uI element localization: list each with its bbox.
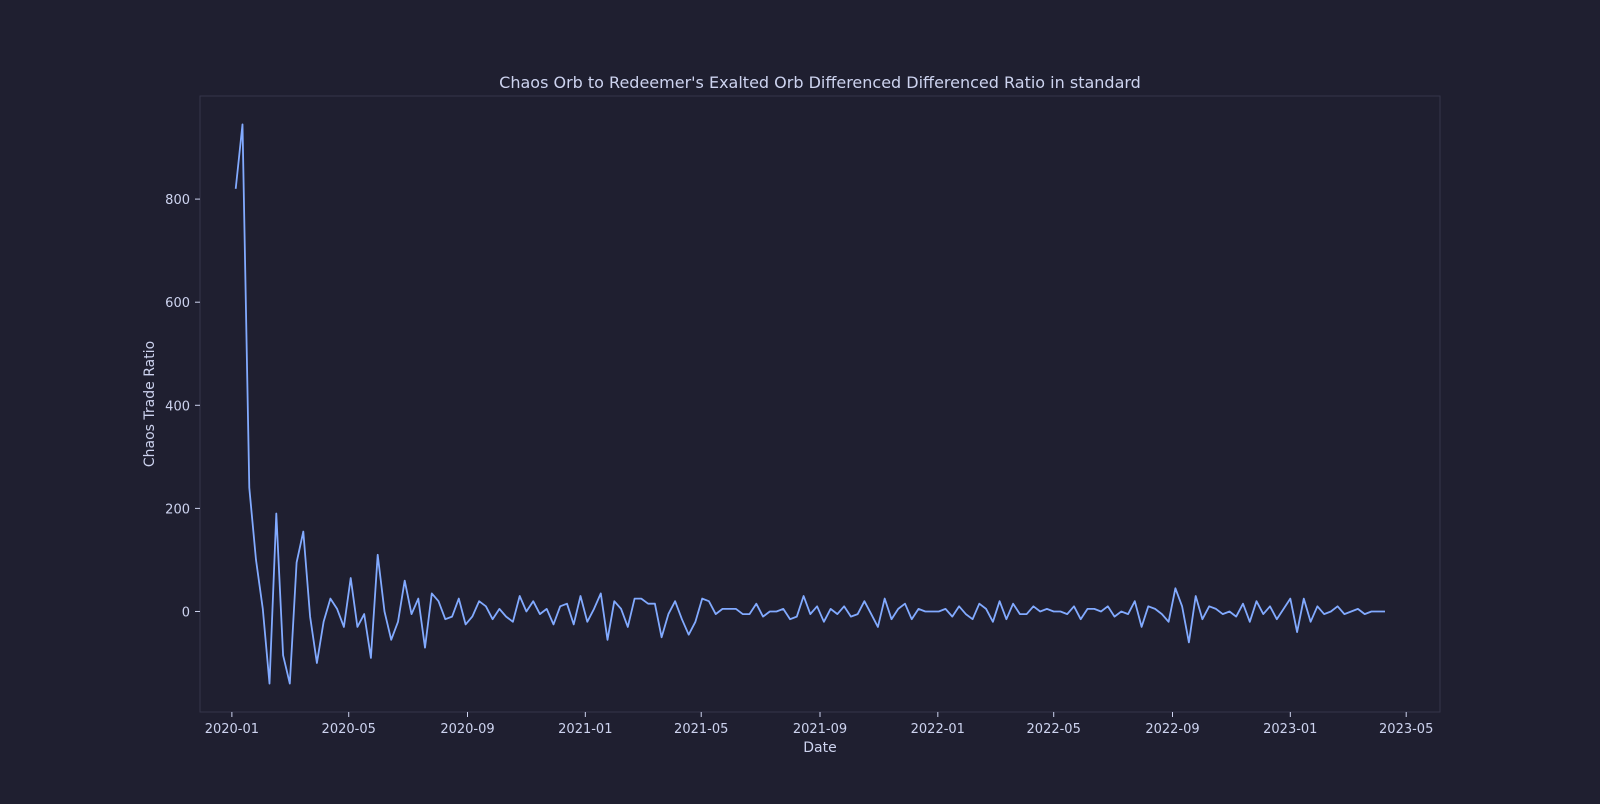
x-tick-label: 2021-09 bbox=[793, 722, 847, 737]
y-tick-label: 600 bbox=[165, 296, 190, 311]
y-tick-label: 800 bbox=[165, 193, 190, 208]
x-axis-title: Date bbox=[803, 740, 836, 756]
x-tick-label: 2021-01 bbox=[558, 722, 612, 737]
chart-title: Chaos Orb to Redeemer's Exalted Orb Diff… bbox=[499, 73, 1141, 92]
y-axis-title: Chaos Trade Ratio bbox=[142, 341, 158, 467]
x-tick-label: 2022-01 bbox=[911, 722, 965, 737]
x-axis-ticks: 2020-01 2020-05 2020-09 2021-01 2021-05 2021-… bbox=[205, 712, 1433, 737]
x-tick-label: 2020-05 bbox=[322, 722, 376, 737]
y-tick-label: 400 bbox=[165, 399, 190, 414]
y-tick-label: 0 bbox=[182, 605, 190, 620]
x-tick-label: 2022-09 bbox=[1145, 722, 1199, 737]
series-group bbox=[234, 123, 1385, 685]
x-tick-label: 2022-05 bbox=[1027, 722, 1081, 737]
x-tick-label: 2020-01 bbox=[205, 722, 259, 737]
y-axis-ticks: 0 200 400 600 800 bbox=[165, 193, 200, 620]
x-tick-label: 2023-01 bbox=[1263, 722, 1317, 737]
y-tick-label: 200 bbox=[165, 502, 190, 517]
x-tick-label: 2023-05 bbox=[1379, 722, 1433, 737]
series-line bbox=[234, 123, 1385, 685]
x-tick-label: 2020-09 bbox=[440, 722, 494, 737]
x-tick-label: 2021-05 bbox=[674, 722, 728, 737]
